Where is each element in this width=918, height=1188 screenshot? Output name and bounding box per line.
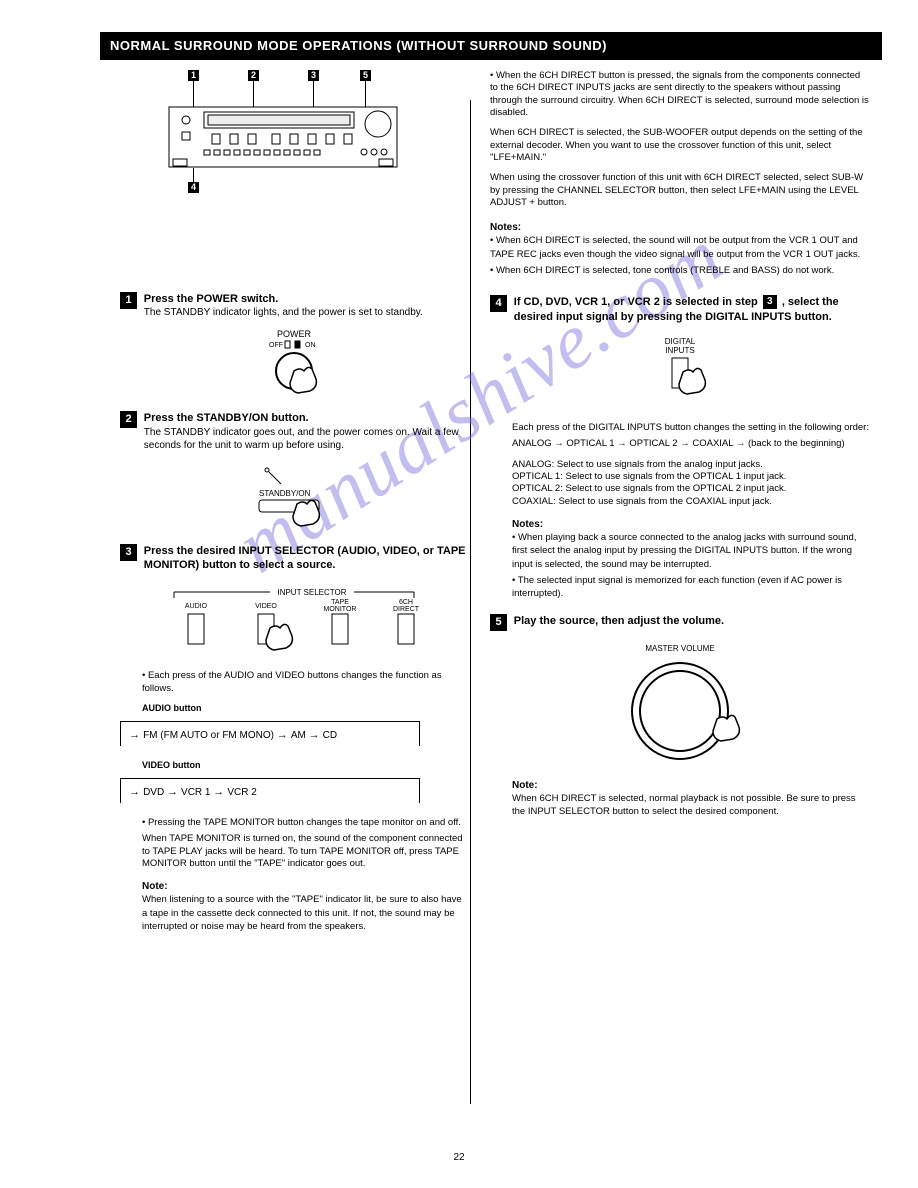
step-1-lead: Press the POWER switch. [144,293,278,305]
note3-head: Note: [512,780,538,791]
bypass-para-1: When 6CH DIRECT is selected, the SUB-WOO… [490,127,870,164]
step-number: 1 [120,292,137,309]
notes2-head: Notes: [512,519,543,530]
coax-def: COAXIAL: Select to use signals from the … [512,496,870,508]
svg-text:6CH: 6CH [399,599,413,606]
step-4-lead-a: If CD, DVD, VCR 1, or VCR 2 is selected … [514,296,758,308]
video-button-label: VIDEO button [142,760,468,772]
flow-item: VCR 1 [181,787,210,798]
diginput-para: Each press of the DIGITAL INPUTS button … [512,422,870,434]
label: STANDBY/ON [259,489,311,498]
step-5-lead: Play the source, then adjust the volume. [514,614,870,628]
svg-text:DIGITAL: DIGITAL [665,337,696,346]
svg-text:TAPE: TAPE [331,599,349,606]
step-number: 3 [120,544,137,561]
svg-text:INPUT SELECTOR: INPUT SELECTOR [277,588,346,597]
step-3-lead: Press the desired INPUT SELECTOR (AUDIO,… [144,545,466,571]
flow-item: VCR 2 [227,787,256,798]
callout-num: 1 [191,70,196,82]
callout-line [313,81,314,107]
step-number: 2 [120,411,137,428]
optical2-def: OPTICAL 2: Select to use signals from th… [512,483,870,495]
note3-body: When 6CH DIRECT is selected, normal play… [512,793,856,817]
step-5: 5 Play the source, then adjust the volum… [490,614,870,631]
left-column: 1 2 3 5 [120,70,468,933]
notes-b1: • When 6CH DIRECT is selected, the sound… [490,235,860,259]
callout-line [253,81,254,107]
page-number: 22 [0,1151,918,1164]
notes-b2: • When 6CH DIRECT is selected, tone cont… [490,265,834,277]
step-number: 4 [490,295,507,312]
step-2: 2 Press the STANDBY/ON button. The STAND… [120,411,468,451]
label: POWER [277,329,312,339]
note-body: When listening to a source with the "TAP… [142,894,462,932]
flow-item: AM [291,730,306,741]
power-switch-diagram: POWER OFF ON [120,327,468,397]
standby-diagram: STANDBY/ON [120,460,468,530]
step-number: 5 [490,614,507,631]
notes2-b1: • When playing back a source connected t… [512,532,856,570]
callout-line [193,81,194,107]
tape-para: When TAPE MONITOR is turned on, the soun… [142,833,468,870]
svg-text:AUDIO: AUDIO [185,603,208,610]
master-volume-diagram: MASTER VOLUME [490,639,870,769]
sixch-bullet: • When the 6CH DIRECT button is pressed,… [490,70,870,119]
analog-def: ANALOG: Select to use signals from the a… [512,459,870,471]
svg-text:DIRECT: DIRECT [393,606,420,613]
svg-text:VIDEO: VIDEO [255,603,277,610]
section-header-text: NORMAL SURROUND MODE OPERATIONS (WITHOUT… [110,38,607,55]
optical1-def: OPTICAL 1: Select to use signals from th… [512,471,870,483]
callout-line [365,81,366,107]
svg-text:INPUTS: INPUTS [665,346,694,355]
flow-item: CD [323,730,337,741]
callout-num: 4 [191,182,196,194]
video-flow: → DVD → VCR 1 → VCR 2 [120,778,420,803]
notes2-b2: • The selected input signal is memorized… [512,575,870,600]
audio-flow: → FM (FM AUTO or FM MONO) → AM → CD [120,721,420,746]
svg-text:ON: ON [305,342,316,349]
callout-line [193,168,194,182]
svg-text:MONITOR: MONITOR [324,606,357,613]
callout-num: 3 [311,70,316,82]
audio-button-label: AUDIO button [142,703,468,715]
column-divider [470,100,471,1104]
svg-text:MASTER VOLUME: MASTER VOLUME [645,644,714,653]
right-column: • When the 6CH DIRECT button is pressed,… [490,70,870,819]
diginput-seq: ANALOG → OPTICAL 1 → OPTICAL 2 → COAXIAL… [512,438,870,450]
step-2-body: The STANDBY indicator goes out, and the … [144,427,459,451]
flow-item: DVD [143,787,164,798]
tape-bullet: • Pressing the TAPE MONITOR button chang… [142,817,468,829]
note-head: Note: [142,881,168,892]
step-2-lead: Press the STANDBY/ON button. [144,412,309,424]
ref-box: 3 [763,295,777,309]
step-4: 4 If CD, DVD, VCR 1, or VCR 2 is selecte… [490,295,870,324]
callout-num: 5 [363,70,368,82]
input-selector-diagram: INPUT SELECTOR AUDIO VIDEO TAPE MONITOR … [120,580,468,660]
step-1-body: The STANDBY indicator lights, and the po… [144,307,423,318]
step-1: 1 Press the POWER switch. The STANDBY in… [120,292,468,319]
section-header: NORMAL SURROUND MODE OPERATIONS (WITHOUT… [100,32,882,60]
digital-inputs-diagram: DIGITAL INPUTS [490,332,870,412]
callout-num: 2 [251,70,256,82]
notes-head: Notes: [490,222,521,233]
audio-video-intro: • Each press of the AUDIO and VIDEO butt… [142,670,468,695]
flow-item: FM (FM AUTO or FM MONO) [143,730,274,741]
device-diagram: 1 2 3 5 [120,70,468,200]
svg-text:OFF: OFF [269,342,283,349]
step-3: 3 Press the desired INPUT SELECTOR (AUDI… [120,544,468,573]
receiver-illustration [168,106,398,168]
bypass-para-2: When using the crossover function of thi… [490,172,870,209]
